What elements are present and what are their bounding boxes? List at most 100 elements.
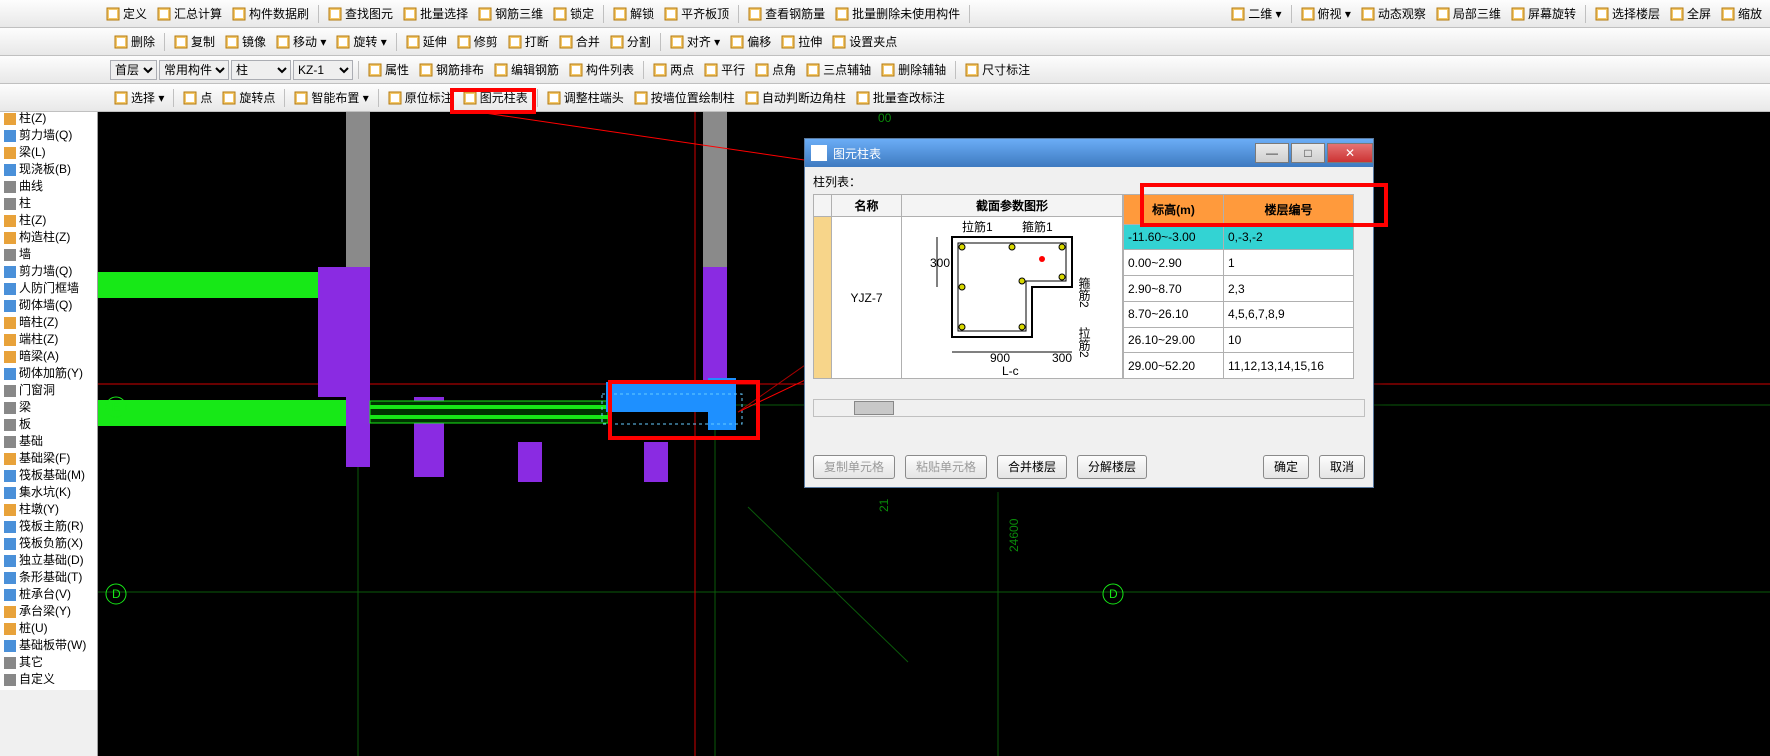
instance-select[interactable]: KZ-1 <box>293 60 353 80</box>
tb4-0[interactable]: 选择 ▾ <box>110 87 168 108</box>
tb3-0[interactable]: 属性 <box>364 59 413 80</box>
tree-node-30[interactable]: 桩承台(V) <box>2 586 95 603</box>
tree-node-28[interactable]: 独立基础(D) <box>2 552 95 569</box>
tree-node-20[interactable]: 板 <box>2 416 95 433</box>
tree-node-14[interactable]: 暗柱(Z) <box>2 314 95 331</box>
tree-node-27[interactable]: 筏板负筋(X) <box>2 535 95 552</box>
tb3-3[interactable]: 构件列表 <box>565 59 638 80</box>
tree-node-33[interactable]: 基础板带(W) <box>2 637 95 654</box>
tb1-9[interactable]: 查看钢筋量 <box>744 3 829 24</box>
category-select[interactable]: 常用构件 <box>159 60 229 80</box>
tb2-13[interactable]: 设置夹点 <box>828 31 901 52</box>
tb2-6[interactable]: 修剪 <box>453 31 502 52</box>
tb2-0[interactable]: 删除 <box>110 31 159 52</box>
tree-node-22[interactable]: 基础梁(F) <box>2 450 95 467</box>
tb3-9[interactable]: 尺寸标注 <box>961 59 1034 80</box>
tree-node-29[interactable]: 条形基础(T) <box>2 569 95 586</box>
maximize-button[interactable]: □ <box>1291 143 1325 163</box>
tree-node-13[interactable]: 砌体墙(Q) <box>2 297 95 314</box>
tree-node-24[interactable]: 集水坑(K) <box>2 484 95 501</box>
tb1-5[interactable]: 钢筋三维 <box>474 3 547 24</box>
tree-node-19[interactable]: 梁 <box>2 399 95 416</box>
tree-node-35[interactable]: 自定义 <box>2 671 95 688</box>
tree-node-3[interactable]: 剪力墙(Q) <box>2 127 95 144</box>
tree-node-26[interactable]: 筏板主筋(R) <box>2 518 95 535</box>
tb3-1[interactable]: 钢筋排布 <box>415 59 488 80</box>
tb1r-2[interactable]: 动态观察 <box>1357 3 1430 24</box>
tb2-10[interactable]: 对齐 ▾ <box>666 31 724 52</box>
floor-select[interactable]: 首层 <box>110 60 157 80</box>
tree-node-4[interactable]: 梁(L) <box>2 144 95 161</box>
tree-node-17[interactable]: 砌体加筋(Y) <box>2 365 95 382</box>
tb2-5[interactable]: 延伸 <box>402 31 451 52</box>
merge-floor-button[interactable]: 合并楼层 <box>997 455 1067 479</box>
tb2-7[interactable]: 打断 <box>504 31 553 52</box>
tb1-1[interactable]: 汇总计算 <box>153 3 226 24</box>
tb2-9[interactable]: 分割 <box>606 31 655 52</box>
tb3-8[interactable]: 删除辅轴 <box>877 59 950 80</box>
type-select[interactable]: 柱 <box>231 60 291 80</box>
tree-node-9[interactable]: 构造柱(Z) <box>2 229 95 246</box>
elev-row-5[interactable]: 29.00~52.2011,12,13,14,15,16 <box>1124 353 1354 379</box>
elev-row-4[interactable]: 26.10~29.0010 <box>1124 327 1354 353</box>
tb4-9[interactable]: 批量查改标注 <box>852 87 949 108</box>
elevation-table[interactable]: 标高(m) 楼层编号 -11.60~-3.000,-3,-20.00~2.901… <box>1123 194 1354 379</box>
cancel-button[interactable]: 取消 <box>1319 455 1365 479</box>
tb2-3[interactable]: 移动 ▾ <box>272 31 330 52</box>
tb4-1[interactable]: 点 <box>179 87 216 108</box>
tb3-5[interactable]: 平行 <box>700 59 749 80</box>
tb1r-3[interactable]: 局部三维 <box>1432 3 1505 24</box>
tb1-8[interactable]: 平齐板顶 <box>660 3 733 24</box>
tree-node-2[interactable]: 柱(Z) <box>2 110 95 127</box>
tb1-3[interactable]: 查找图元 <box>324 3 397 24</box>
minimize-button[interactable]: — <box>1255 143 1289 163</box>
tb4-6[interactable]: 调整柱端头 <box>543 87 628 108</box>
elev-row-3[interactable]: 8.70~26.104,5,6,7,8,9 <box>1124 301 1354 327</box>
elev-row-0[interactable]: -11.60~-3.000,-3,-2 <box>1124 224 1354 250</box>
tb4-8[interactable]: 自动判断边角柱 <box>741 87 850 108</box>
tree-node-18[interactable]: 门窗洞 <box>2 382 95 399</box>
tree-node-7[interactable]: 柱 <box>2 195 95 212</box>
tb1-10[interactable]: 批量删除未使用构件 <box>831 3 964 24</box>
tree-node-25[interactable]: 柱墩(Y) <box>2 501 95 518</box>
tree-node-32[interactable]: 桩(U) <box>2 620 95 637</box>
tb3-2[interactable]: 编辑钢筋 <box>490 59 563 80</box>
tb3-7[interactable]: 三点辅轴 <box>802 59 875 80</box>
tree-node-34[interactable]: 其它 <box>2 654 95 671</box>
tb2-2[interactable]: 镜像 <box>221 31 270 52</box>
tb4-4[interactable]: 原位标注 <box>384 87 457 108</box>
column-name[interactable]: YJZ-7 <box>832 217 902 379</box>
tb1-7[interactable]: 解锁 <box>609 3 658 24</box>
tb1r-4[interactable]: 屏幕旋转 <box>1507 3 1580 24</box>
tree-node-21[interactable]: 基础 <box>2 433 95 450</box>
tb1-0[interactable]: 定义 <box>102 3 151 24</box>
tb4-3[interactable]: 智能布置 ▾ <box>290 87 372 108</box>
tree-node-6[interactable]: 曲线 <box>2 178 95 195</box>
tb3-6[interactable]: 点角 <box>751 59 800 80</box>
tree-node-15[interactable]: 端柱(Z) <box>2 331 95 348</box>
tree-node-23[interactable]: 筏板基础(M) <box>2 467 95 484</box>
close-button[interactable]: ✕ <box>1327 143 1373 163</box>
tb4-5[interactable]: 图元柱表 <box>459 87 532 108</box>
tree-node-12[interactable]: 人防门框墙 <box>2 280 95 297</box>
tb2-12[interactable]: 拉伸 <box>777 31 826 52</box>
tb3-4[interactable]: 两点 <box>649 59 698 80</box>
tb1r-6[interactable]: 全屏 <box>1666 3 1715 24</box>
tree-node-31[interactable]: 承台梁(Y) <box>2 603 95 620</box>
tb4-2[interactable]: 旋转点 <box>218 87 279 108</box>
elev-row-1[interactable]: 0.00~2.901 <box>1124 250 1354 276</box>
dialog-titlebar[interactable]: 图元柱表 — □ ✕ <box>805 139 1373 167</box>
tb1r-5[interactable]: 选择楼层 <box>1591 3 1664 24</box>
tb1-2[interactable]: 构件数据刷 <box>228 3 313 24</box>
tb1r-7[interactable]: 缩放 <box>1717 3 1766 24</box>
tree-node-5[interactable]: 现浇板(B) <box>2 161 95 178</box>
tb1-4[interactable]: 批量选择 <box>399 3 472 24</box>
tb1-6[interactable]: 锁定 <box>549 3 598 24</box>
tree-node-8[interactable]: 柱(Z) <box>2 212 95 229</box>
tree-node-16[interactable]: 暗梁(A) <box>2 348 95 365</box>
elev-row-2[interactable]: 2.90~8.702,3 <box>1124 276 1354 302</box>
tb2-1[interactable]: 复制 <box>170 31 219 52</box>
tb1r-1[interactable]: 俯视 ▾ <box>1297 3 1355 24</box>
ok-button[interactable]: 确定 <box>1263 455 1309 479</box>
tb1r-0[interactable]: 二维 ▾ <box>1227 3 1285 24</box>
